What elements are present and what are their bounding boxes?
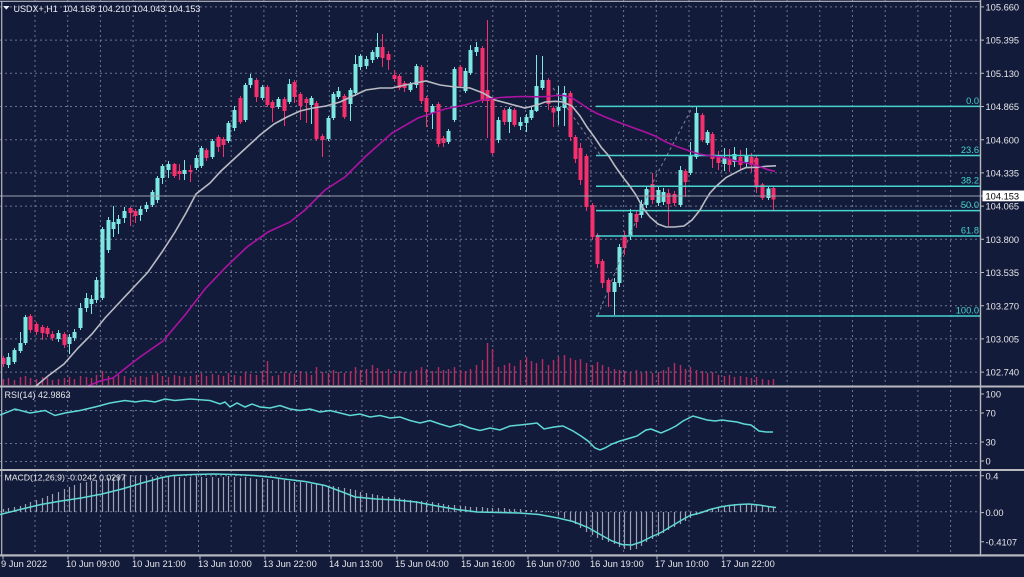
svg-text:MACD(12,26,9) -0.0242 0.0297: MACD(12,26,9) -0.0242 0.0297 xyxy=(5,473,126,483)
svg-text:103.270: 103.270 xyxy=(986,301,1020,311)
svg-text:105.130: 105.130 xyxy=(986,69,1020,79)
svg-text:100.0: 100.0 xyxy=(956,306,979,316)
svg-text:105.395: 105.395 xyxy=(986,36,1020,46)
svg-text:14 Jun 13:00: 14 Jun 13:00 xyxy=(329,559,383,569)
svg-text:0.00: 0.00 xyxy=(986,508,1004,518)
svg-text:50.0: 50.0 xyxy=(961,200,979,210)
svg-text:100: 100 xyxy=(986,390,1002,400)
svg-text:15 Jun 04:00: 15 Jun 04:00 xyxy=(395,559,449,569)
svg-text:104.065: 104.065 xyxy=(986,202,1020,212)
svg-text:105.660: 105.660 xyxy=(986,3,1020,13)
svg-text:0: 0 xyxy=(986,457,991,467)
svg-text:10 Jun 21:00: 10 Jun 21:00 xyxy=(132,559,186,569)
svg-text:16 Jun 19:00: 16 Jun 19:00 xyxy=(590,559,644,569)
svg-text:70: 70 xyxy=(986,409,996,419)
svg-text:103.800: 103.800 xyxy=(986,235,1020,245)
svg-text:0.4: 0.4 xyxy=(986,471,999,481)
svg-text:17 Jun 22:00: 17 Jun 22:00 xyxy=(721,559,775,569)
svg-text:RSI(14) 42.9863: RSI(14) 42.9863 xyxy=(5,390,71,400)
svg-text:104.865: 104.865 xyxy=(986,102,1020,112)
svg-text:61.8: 61.8 xyxy=(961,226,979,236)
svg-text:103.535: 103.535 xyxy=(986,268,1020,278)
svg-text:-0.4107: -0.4107 xyxy=(986,537,1018,547)
svg-text:103.005: 103.005 xyxy=(986,335,1020,345)
svg-text:30: 30 xyxy=(986,438,996,448)
svg-text:104.153: 104.153 xyxy=(986,192,1020,202)
svg-text:13 Jun 10:00: 13 Jun 10:00 xyxy=(198,559,252,569)
svg-text:102.740: 102.740 xyxy=(986,368,1020,378)
svg-text:38.2: 38.2 xyxy=(961,176,979,186)
svg-text:10 Jun 09:00: 10 Jun 09:00 xyxy=(66,559,120,569)
svg-text:104.600: 104.600 xyxy=(986,135,1020,145)
svg-text:16 Jun 07:00: 16 Jun 07:00 xyxy=(526,559,580,569)
svg-text:0.0: 0.0 xyxy=(966,96,979,106)
svg-text:9 Jun 2022: 9 Jun 2022 xyxy=(1,559,47,569)
svg-text:13 Jun 22:00: 13 Jun 22:00 xyxy=(263,559,317,569)
svg-text:15 Jun 16:00: 15 Jun 16:00 xyxy=(461,559,515,569)
svg-text:104.335: 104.335 xyxy=(986,169,1020,179)
svg-text:USDX+,H1 104.168 104.210 104.: USDX+,H1 104.168 104.210 104.043 104.153 xyxy=(14,4,201,14)
svg-text:17 Jun 10:00: 17 Jun 10:00 xyxy=(655,559,709,569)
svg-text:23.6: 23.6 xyxy=(961,145,979,155)
